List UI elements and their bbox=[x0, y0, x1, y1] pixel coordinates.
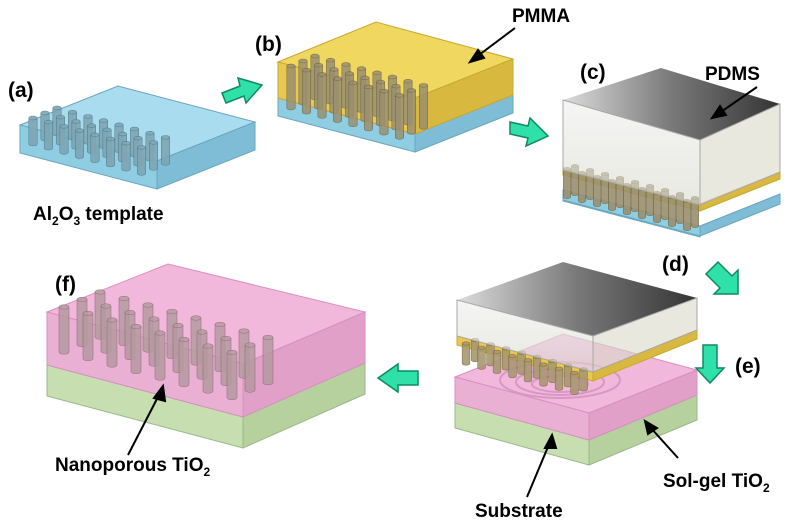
pillar bbox=[508, 354, 517, 379]
pillar bbox=[149, 140, 159, 171]
arrow-b-to-c bbox=[509, 116, 550, 148]
pillar bbox=[608, 179, 616, 211]
pillar bbox=[523, 358, 533, 383]
label-step-d: (d) bbox=[662, 253, 689, 276]
f-tio2-side bbox=[242, 311, 366, 418]
arrow-a-to-b bbox=[221, 76, 264, 105]
pillar bbox=[90, 132, 100, 163]
label-step-e: (e) bbox=[735, 355, 761, 378]
pillar bbox=[418, 83, 428, 130]
f-pores bbox=[58, 289, 274, 401]
stage-f-result bbox=[45, 263, 367, 449]
label-substrate: Substrate bbox=[475, 501, 563, 522]
pillar bbox=[154, 330, 166, 381]
label-pmma: PMMA bbox=[512, 6, 570, 27]
pillar bbox=[406, 88, 416, 135]
template-side-face bbox=[156, 121, 256, 190]
pillar bbox=[683, 199, 691, 231]
pillar bbox=[161, 135, 171, 166]
pillar bbox=[578, 171, 586, 203]
label-step-b: (b) bbox=[255, 33, 282, 56]
pillar bbox=[106, 136, 116, 168]
arrow-press-down bbox=[694, 344, 726, 385]
pillar bbox=[539, 362, 548, 387]
pillar bbox=[75, 128, 85, 159]
stage-c-pdms bbox=[562, 68, 781, 238]
pillar bbox=[244, 342, 256, 393]
label-pdms: PDMS bbox=[705, 64, 760, 85]
pillar bbox=[570, 370, 579, 395]
pillar bbox=[106, 317, 118, 368]
leader-lines bbox=[127, 27, 758, 498]
pdms-base-side bbox=[699, 193, 781, 237]
pillar bbox=[286, 63, 296, 111]
pillar bbox=[653, 191, 661, 223]
arrow-e-to-f bbox=[376, 362, 419, 394]
template-pores bbox=[28, 105, 171, 176]
label-template: Al2O3 template bbox=[33, 204, 164, 228]
pillar bbox=[226, 349, 238, 401]
pillar bbox=[262, 334, 274, 386]
pmma-pillars bbox=[286, 53, 428, 140]
label-step-a: (a) bbox=[8, 79, 34, 102]
pdms-block-top bbox=[563, 68, 780, 140]
pillar bbox=[178, 336, 190, 388]
pillar bbox=[43, 120, 53, 151]
pillar bbox=[363, 84, 373, 132]
arrow-c-to-d bbox=[704, 260, 739, 295]
pillar bbox=[668, 195, 676, 227]
pillar bbox=[461, 341, 471, 366]
pillar bbox=[638, 187, 646, 219]
stage-a-template bbox=[18, 85, 257, 190]
pillar bbox=[82, 310, 94, 362]
pillar bbox=[130, 323, 142, 375]
pillar bbox=[58, 304, 70, 355]
label-step-f: (f) bbox=[55, 273, 76, 296]
pillar bbox=[623, 183, 631, 215]
pillar bbox=[202, 343, 214, 394]
mold-pdms-side bbox=[592, 297, 698, 373]
stage-de-imprint bbox=[453, 262, 699, 466]
pillar bbox=[121, 141, 131, 172]
pillar bbox=[394, 93, 404, 140]
solgel-side bbox=[588, 369, 698, 441]
pillar bbox=[301, 68, 311, 115]
pillar bbox=[593, 175, 601, 207]
pillar bbox=[477, 345, 486, 370]
pillar bbox=[348, 80, 358, 127]
mold-pdms-top bbox=[457, 262, 697, 336]
pillar bbox=[28, 115, 38, 147]
pillar bbox=[579, 367, 588, 392]
label-solgel-tio2: Sol-gel TiO2 bbox=[663, 471, 770, 495]
pillar bbox=[554, 366, 564, 391]
pdms-block-side bbox=[699, 103, 781, 206]
pillar bbox=[317, 72, 327, 119]
pillar bbox=[137, 145, 147, 176]
pillar bbox=[59, 124, 69, 155]
stage-b-pmma bbox=[276, 21, 515, 153]
pillar bbox=[332, 76, 342, 123]
pillar bbox=[379, 89, 389, 136]
label-nanoporous-tio2: Nanoporous TiO2 bbox=[55, 455, 210, 479]
label-step-c: (c) bbox=[580, 61, 606, 84]
pillar bbox=[492, 349, 502, 374]
